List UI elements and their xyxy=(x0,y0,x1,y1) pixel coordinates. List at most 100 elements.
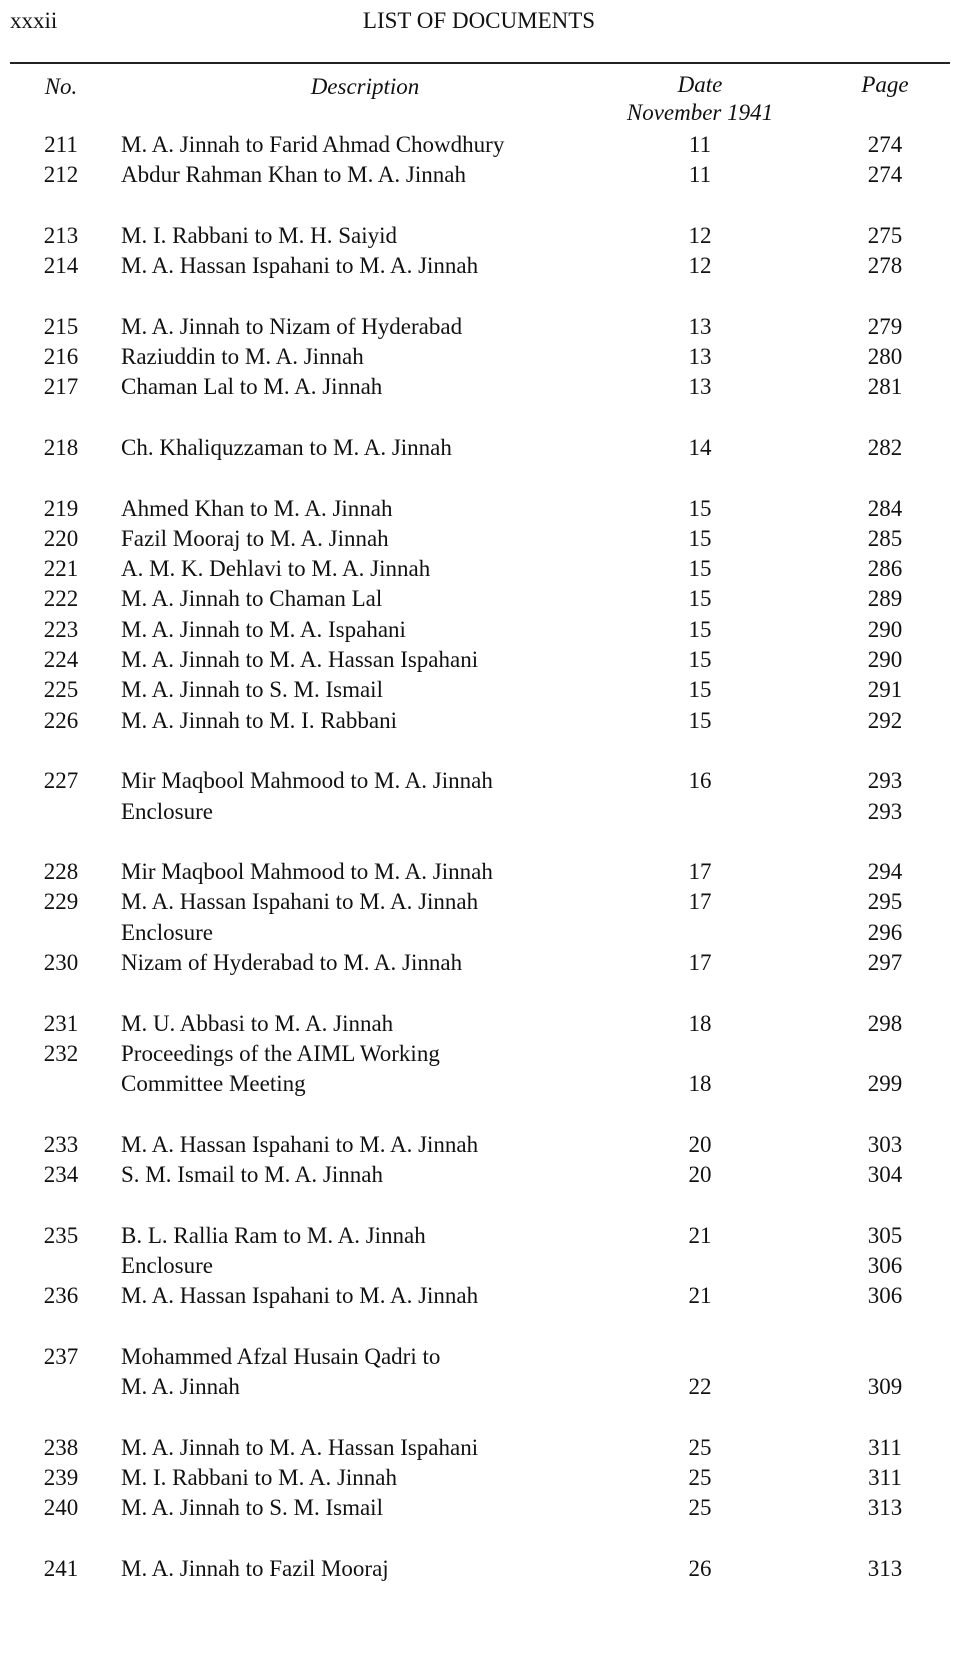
entry: 234 S. M. Ismail to M. A. Jinnah 20 304 xyxy=(0,1160,968,1190)
date: 25 xyxy=(688,1495,712,1521)
col-page: Page xyxy=(861,72,909,97)
description: M. A. Jinnah to S. M. Ismail xyxy=(121,1495,383,1521)
entry-line: Enclosure 306 xyxy=(0,1251,968,1281)
description: M. I. Rabbani to M. A. Jinnah xyxy=(121,1465,397,1491)
date: 15 xyxy=(688,525,712,551)
entry-line: Enclosure 293 xyxy=(0,797,968,827)
date: 13 xyxy=(688,374,712,400)
entry: Enclosure 306 xyxy=(0,1251,968,1281)
description: B. L. Rallia Ram to M. A. Jinnah xyxy=(121,1222,426,1248)
description: M. A. Jinnah to M. A. Hassan Ispahani xyxy=(121,1434,479,1460)
description: Abdur Rahman Khan to M. A. Jinnah xyxy=(121,162,466,188)
description: M. A. Jinnah to Farid Ahmad Chowdhury xyxy=(121,132,505,157)
entry: 220 Fazil Mooraj to M. A. Jinnah 15 285 xyxy=(0,524,968,554)
description: M. A. Jinnah to M. A. Hassan Ispahani xyxy=(121,647,479,673)
description: Nizam of Hyderabad to M. A. Jinnah xyxy=(121,950,463,976)
doc-number: 226 xyxy=(43,707,79,733)
entry: 228 Mir Maqbool Mahmood to M. A. Jinnah 17… xyxy=(0,857,968,887)
description: Mir Maqbool Mahmood to M. A. Jinnah xyxy=(121,859,493,885)
date: 26 xyxy=(688,1555,712,1581)
description: M. A. Jinnah to S. M. Ismail xyxy=(121,677,383,703)
description: Mohammed Afzal Husain Qadri to xyxy=(121,1343,441,1369)
page: 306 xyxy=(867,1283,903,1309)
page: 299 xyxy=(867,1071,903,1097)
date: 16 xyxy=(688,768,712,794)
date: 13 xyxy=(688,313,712,339)
entry-line: 234 S. M. Ismail to M. A. Jinnah 20 304 xyxy=(0,1160,968,1190)
entry-group: 218 Ch. Khaliquzzaman to M. A. Jinnah 14 28… xyxy=(0,433,968,463)
col-no: No. xyxy=(44,74,78,99)
description: Proceedings of the AIML Working xyxy=(121,1040,440,1066)
entry-line: 224 M. A. Jinnah to M. A. Hassan Ispahani… xyxy=(0,645,968,675)
doc-number: 239 xyxy=(43,1465,79,1491)
description: Mir Maqbool Mahmood to M. A. Jinnah xyxy=(121,768,493,794)
page: 311 xyxy=(868,1465,902,1491)
doc-number: 218 xyxy=(43,434,79,460)
page: 275 xyxy=(867,222,903,248)
entry-line: 227 Mir Maqbool Mahmood to M. A. Jinnah 16… xyxy=(0,766,968,796)
page: 281 xyxy=(867,374,903,400)
entry-line: 240 M. A. Jinnah to S. M. Ismail 25 313 xyxy=(0,1493,968,1523)
date: 25 xyxy=(688,1434,712,1460)
doc-number: 228 xyxy=(43,859,79,885)
page: 311 xyxy=(868,1434,902,1460)
date: 15 xyxy=(688,616,712,642)
date: 18 xyxy=(688,1071,712,1097)
doc-number: 220 xyxy=(43,525,79,551)
doc-number: 233 xyxy=(43,1131,79,1157)
entry-line: 233 M. A. Hassan Ispahani to M. A. Jinnah… xyxy=(0,1130,968,1160)
date: 14 xyxy=(688,434,712,460)
page: 290 xyxy=(867,647,903,673)
entry-line: 220 Fazil Mooraj to M. A. Jinnah 15 285 xyxy=(0,524,968,554)
doc-number: 238 xyxy=(43,1434,79,1460)
date: 20 xyxy=(688,1131,712,1157)
entry-line: 217 Chaman Lal to M. A. Jinnah 13 281 xyxy=(0,372,968,402)
description: Enclosure xyxy=(121,798,213,824)
doc-number: 223 xyxy=(43,616,79,642)
page-number: xxxii xyxy=(10,8,58,33)
description: M. A. Jinnah to Chaman Lal xyxy=(121,586,383,612)
entry-line: 213 M. I. Rabbani to M. H. Saiyid 12 275 xyxy=(0,221,968,251)
header-rule xyxy=(10,62,950,64)
entry-line: 225 M. A. Jinnah to S. M. Ismail 15 291 xyxy=(0,675,968,705)
entry: Enclosure 296 xyxy=(0,918,968,948)
entry-line: 238 M. A. Jinnah to M. A. Hassan Ispahani… xyxy=(0,1433,968,1463)
page: 292 xyxy=(867,707,903,733)
entry-line: 237 Mohammed Afzal Husain Qadri to xyxy=(0,1342,968,1372)
page: 294 xyxy=(867,859,903,885)
date: 17 xyxy=(688,859,712,885)
entry: 238 M. A. Jinnah to M. A. Hassan Ispahani… xyxy=(0,1433,968,1463)
page: 290 xyxy=(867,616,903,642)
description: Raziuddin to M. A. Jinnah xyxy=(121,344,364,370)
page: 297 xyxy=(867,950,903,976)
date: 17 xyxy=(688,950,712,976)
entry-line: 218 Ch. Khaliquzzaman to M. A. Jinnah 14 28… xyxy=(0,433,968,463)
page: 284 xyxy=(867,495,903,521)
doc-number: 234 xyxy=(43,1162,79,1188)
description: Committee Meeting xyxy=(121,1071,306,1097)
doc-number: 215 xyxy=(43,313,79,339)
entry: 217 Chaman Lal to M. A. Jinnah 13 281 xyxy=(0,372,968,402)
page: 274 xyxy=(867,162,903,188)
entry-line: 212 Abdur Rahman Khan to M. A. Jinnah 11 27… xyxy=(0,160,968,190)
page: 279 xyxy=(867,313,903,339)
entry: 235 B. L. Rallia Ram to M. A. Jinnah 21 305 xyxy=(0,1221,968,1251)
entry-line: 222 M. A. Jinnah to Chaman Lal 15 289 xyxy=(0,584,968,614)
doc-number: 231 xyxy=(43,1010,79,1036)
col-date: Date xyxy=(677,72,723,97)
description: M. A. Hassan Ispahani to M. A. Jinnah xyxy=(121,1131,479,1157)
entry: 237 Mohammed Afzal Husain Qadri to M. A. J… xyxy=(0,1342,968,1403)
date: 15 xyxy=(688,495,712,521)
description: S. M. Ismail to M. A. Jinnah xyxy=(121,1162,383,1188)
entry: 240 M. A. Jinnah to S. M. Ismail 25 313 xyxy=(0,1493,968,1523)
doc-number: 221 xyxy=(43,556,79,582)
doc-number: 235 xyxy=(43,1222,79,1248)
description: M. I. Rabbani to M. H. Saiyid xyxy=(121,222,397,248)
col-date-sub: November 1941 xyxy=(626,100,774,125)
doc-number: 241 xyxy=(43,1555,79,1581)
entry-group: 233 M. A. Hassan Ispahani to M. A. Jinnah… xyxy=(0,1130,968,1191)
entry-group: 219 Ahmed Khan to M. A. Jinnah 15 284 220 Faz… xyxy=(0,494,968,736)
entry-line: 223 M. A. Jinnah to M. A. Ispahani 15 290 xyxy=(0,615,968,645)
doc-number: 240 xyxy=(43,1495,79,1521)
page: 295 xyxy=(867,889,903,915)
